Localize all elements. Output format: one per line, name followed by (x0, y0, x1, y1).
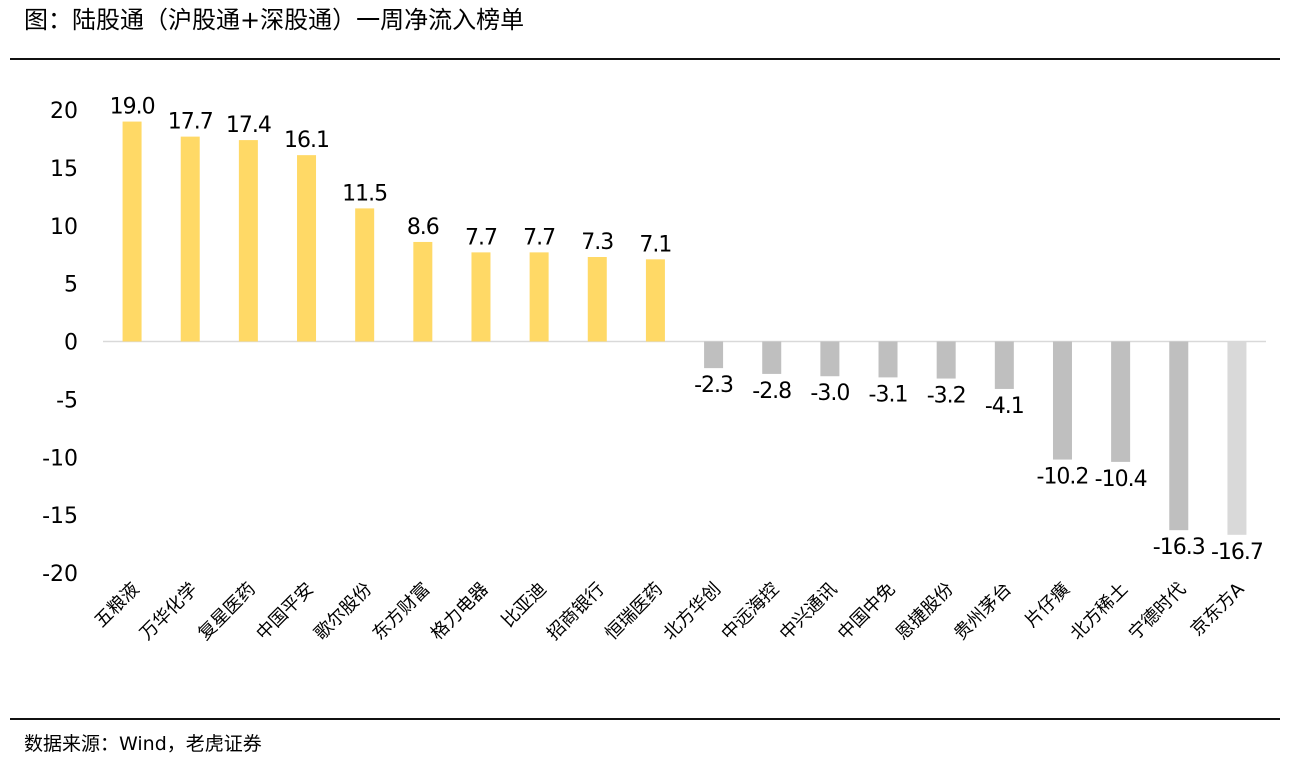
data-label: -16.3 (1153, 535, 1205, 560)
bar (180, 136, 200, 342)
data-label: 7.1 (639, 232, 671, 257)
bar-chart: 20 15 10 5 0 -5 -10 -15 -20 19.0 五粮液 17.7 万华化学 17.4 复星… (42, 95, 1266, 645)
category-label: 中远海控 (717, 579, 783, 645)
data-label: 17.7 (168, 110, 213, 135)
y-tick-label: 5 (64, 273, 78, 298)
category-label: 北方华创 (659, 579, 725, 645)
bar (762, 341, 782, 374)
chart-title: 图：陆股通（沪股通+深股通）一周净流入榜单 (24, 6, 525, 34)
data-label: 11.5 (342, 181, 387, 206)
category-label: 京东方A (1187, 578, 1249, 640)
y-tick-label: 20 (50, 99, 78, 124)
data-label: -10.4 (1095, 467, 1147, 492)
category-label: 万华化学 (136, 579, 202, 645)
category-label: 北方稀土 (1066, 579, 1132, 645)
bar (413, 241, 433, 342)
category-label: 复星医药 (194, 579, 260, 645)
data-label: -2.3 (694, 373, 733, 398)
y-tick-label: -20 (42, 562, 78, 587)
y-tick-label: 0 (64, 331, 78, 356)
category-label: 片仔癀 (1021, 579, 1074, 632)
category-label: 贵州茅台 (950, 579, 1016, 645)
category-label: 东方财富 (369, 579, 435, 645)
category-label: 宁德时代 (1125, 579, 1191, 645)
category-label: 中国中免 (834, 579, 900, 645)
bar (878, 341, 898, 378)
data-label: -2.8 (752, 379, 791, 404)
category-label: 格力电器 (427, 579, 493, 645)
bar (994, 341, 1014, 389)
bar (704, 341, 724, 369)
bar (936, 341, 956, 379)
y-tick-label: -15 (42, 504, 78, 529)
bar (1052, 341, 1072, 460)
bar (1169, 341, 1189, 531)
bar (122, 121, 142, 342)
bar (297, 155, 317, 342)
category-label: 恒瑞医药 (601, 579, 667, 645)
category-label: 招商银行 (543, 579, 609, 645)
bar (529, 252, 549, 342)
bar (471, 252, 491, 342)
source-note: 数据来源：Wind，老虎证券 (24, 733, 262, 755)
bar (1111, 341, 1131, 462)
top-divider (10, 58, 1280, 60)
data-label: 17.4 (226, 113, 271, 138)
data-label: 8.6 (407, 215, 439, 240)
data-label: -3.0 (810, 381, 849, 406)
y-tick-label: 10 (50, 215, 78, 240)
data-label: -4.1 (985, 394, 1024, 419)
data-label: 7.3 (581, 230, 613, 255)
bottom-divider (10, 718, 1280, 720)
data-label: -16.7 (1211, 540, 1263, 565)
bar (820, 341, 840, 377)
category-label: 歌尔股份 (310, 579, 376, 645)
category-label: 比亚迪 (498, 579, 551, 632)
data-label: 19.0 (110, 95, 155, 120)
bar (1227, 341, 1247, 535)
bar (645, 259, 665, 342)
category-label: 五粮液 (91, 579, 144, 632)
y-tick-label: 15 (50, 157, 78, 182)
data-label: 7.7 (465, 225, 497, 250)
y-tick-label: -10 (42, 446, 78, 471)
category-label: 中国平安 (252, 579, 318, 645)
y-tick-label: -5 (56, 388, 78, 413)
bar (587, 257, 607, 342)
data-label: 16.1 (284, 128, 329, 153)
bar (238, 140, 258, 342)
data-label: 7.7 (523, 225, 555, 250)
data-label: -3.1 (869, 382, 908, 407)
bar (355, 208, 375, 342)
category-label: 中兴通讯 (776, 579, 842, 645)
category-label: 恩捷股份 (892, 579, 958, 645)
data-label: -3.2 (927, 384, 966, 409)
data-label: -10.2 (1037, 465, 1089, 490)
